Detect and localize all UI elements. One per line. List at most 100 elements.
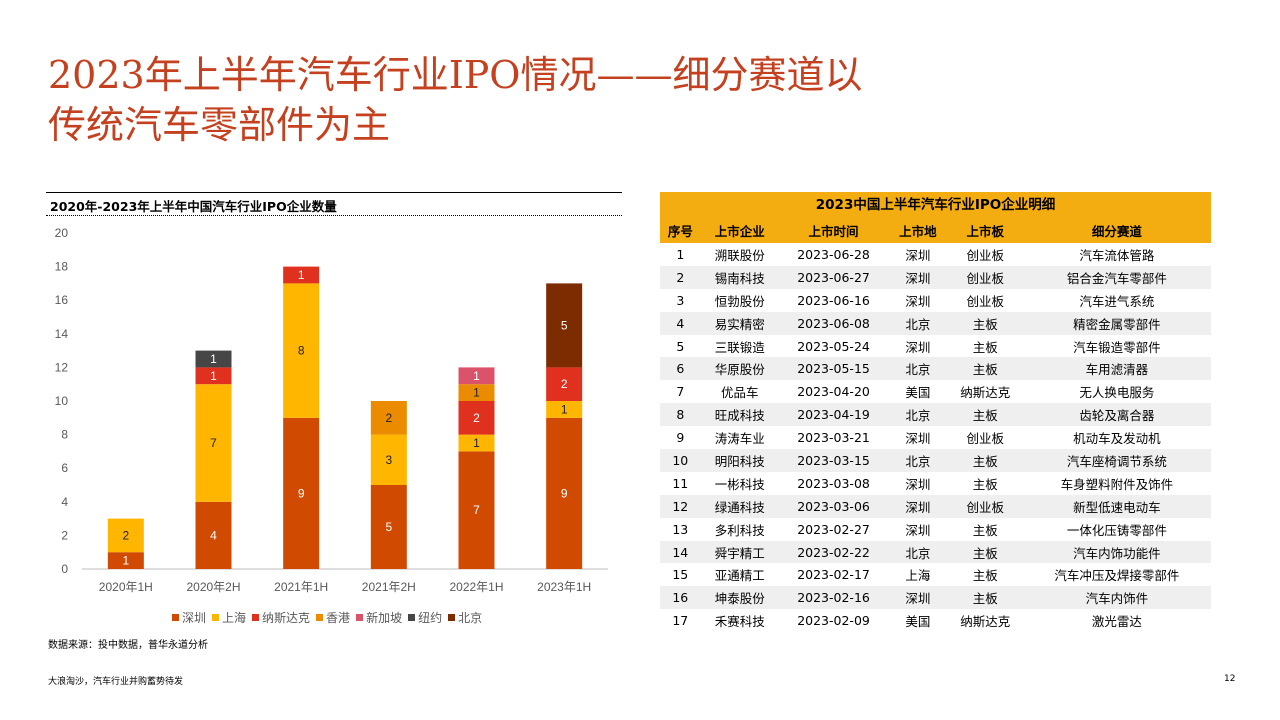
y-tick-label: 12 — [55, 360, 69, 374]
legend-item: 纽约 — [408, 609, 442, 626]
page-title: 2023年上半年汽车行业IPO情况——细分赛道以 传统汽车零部件为主 — [48, 50, 862, 150]
table-row: 5 三联锻造 2023-05-24 深圳 主板 汽车锻造零部件 — [660, 335, 1211, 358]
table-cell: 汽车锻造零部件 — [1073, 339, 1161, 355]
y-tick-label: 20 — [55, 226, 69, 240]
y-tick-label: 4 — [61, 495, 68, 509]
table-cell: 主板 — [947, 311, 1023, 335]
table-cell: 16 — [660, 586, 701, 610]
table-cell: 创业板 — [966, 293, 1004, 309]
table-cell: 汽车进气系统 — [1079, 293, 1155, 309]
table-cell: 多利科技 — [714, 522, 765, 538]
table-cell: 深圳 — [888, 586, 948, 610]
table-cell: 2023-02-09 — [797, 613, 870, 629]
bar-segment — [195, 501, 232, 569]
legend-swatch — [356, 614, 364, 621]
bar-segment — [546, 367, 583, 401]
table-cell: 2023-06-08 — [778, 311, 889, 335]
table-cell: 华原股份 — [700, 357, 779, 381]
legend-swatch — [212, 614, 220, 621]
table-cell: 舜宇精工 — [700, 540, 779, 564]
table-cell: 北京 — [888, 357, 948, 381]
table-cell: 三联锻造 — [714, 339, 765, 355]
page-number: 12 — [1224, 674, 1236, 684]
y-tick-label: 6 — [61, 461, 68, 475]
bar-segment — [195, 350, 232, 368]
table-cell: 汽车流体管路 — [1079, 247, 1155, 263]
table-cell: 一彬科技 — [714, 476, 765, 492]
y-tick-label: 14 — [55, 327, 69, 341]
table-cell: 深圳 — [905, 476, 931, 492]
x-tick-label: 2023年1H — [537, 580, 591, 594]
bar-segment — [458, 451, 495, 569]
table-cell: 主板 — [947, 449, 1023, 472]
table-cell: 美国 — [905, 614, 931, 630]
table-cell: 5 — [676, 338, 685, 354]
y-tick-label: 10 — [55, 394, 69, 408]
table-cell: 旺成科技 — [700, 403, 779, 427]
bar-data-label: 1 — [122, 554, 129, 568]
bar-data-label: 1 — [473, 386, 480, 400]
table-cell: 12 — [660, 494, 701, 518]
table-cell: 2023-03-21 — [797, 430, 870, 446]
table-cell: 2023-02-17 — [797, 567, 870, 583]
table-cell: 4 — [660, 311, 701, 335]
table-cell: 恒勃股份 — [714, 293, 765, 309]
page-title-line2: 传统汽车零部件为主 — [48, 103, 391, 147]
table-cell: 3 — [676, 292, 685, 308]
table-row: 17 禾赛科技 2023-02-09 美国 纳斯达克 激光雷达 — [660, 609, 1211, 632]
bar-data-label: 8 — [298, 344, 305, 358]
table-cell: 汽车内饰件 — [1022, 586, 1211, 610]
table-cell: 2023-03-06 — [778, 494, 889, 518]
table-header-cell: 上市时间 — [778, 218, 889, 243]
table-cell: 15 — [672, 567, 689, 583]
table-cell: 北京 — [888, 449, 948, 472]
bar-data-label: 2 — [385, 411, 392, 425]
table-cell: 激光雷达 — [1091, 614, 1142, 630]
bar-segment — [195, 367, 232, 385]
table-cell: 2023-03-15 — [778, 449, 889, 472]
bar-segment — [283, 266, 320, 284]
table-cell: 2023-05-24 — [797, 338, 870, 354]
bar-segment — [107, 552, 144, 569]
table-cell: 2023-02-22 — [778, 540, 889, 564]
ipo-stacked-bar-chart: 02468101214161820122020年1H47112020年2H981… — [55, 226, 608, 594]
table-cell: 创业板 — [947, 265, 1023, 289]
table-cell: 坤泰股份 — [700, 586, 779, 610]
table-cell: 车身塑料附件及饰件 — [1060, 476, 1174, 492]
table-cell: 纳斯达克 — [960, 385, 1011, 401]
bar-data-label: 4 — [210, 528, 217, 542]
table-cell: 北京 — [888, 540, 948, 564]
table-cell: 汽车座椅调节系统 — [1022, 449, 1211, 472]
x-tick-label: 2021年2H — [362, 580, 416, 594]
legend-label: 深圳 — [182, 611, 207, 625]
table-cell: 深圳 — [905, 339, 931, 355]
table-row: 8 旺成科技 2023-04-19 北京 主板 齿轮及离合器 — [660, 403, 1211, 427]
bar-segment — [195, 384, 232, 502]
bar-data-label: 7 — [473, 503, 480, 517]
table-cell: 主板 — [972, 568, 998, 584]
bar-segment — [546, 283, 583, 368]
table-cell: 新型低速电动车 — [1022, 494, 1211, 518]
table-cell: 上海 — [905, 568, 931, 584]
bar-data-label: 2 — [122, 528, 129, 542]
bar-data-label: 1 — [210, 352, 217, 366]
table-cell: 主板 — [972, 522, 998, 538]
table-cell: 2023-03-08 — [797, 475, 870, 491]
bar-segment — [458, 434, 495, 452]
table-cell: 2023-04-20 — [797, 384, 870, 400]
table-cell: 2023-06-16 — [797, 292, 870, 308]
ipo-detail-table: 2023中国上半年汽车行业IPO企业明细 序号 上市企业 上市时间 上市地 上市板 细分赛… — [660, 192, 1211, 632]
table-cell: 1 — [676, 246, 685, 262]
table-row: 14 舜宇精工 2023-02-22 北京 主板 汽车内饰功能件 — [660, 540, 1211, 564]
legend-item: 新加坡 — [356, 609, 402, 626]
table-cell: 主板 — [972, 339, 998, 355]
table-row: 3 恒勃股份 2023-06-16 深圳 创业板 汽车进气系统 — [660, 289, 1211, 312]
table-cell: 6 — [660, 357, 701, 381]
x-tick-label: 2020年1H — [99, 580, 153, 594]
legend-label: 纳斯达克 — [262, 611, 311, 625]
table-cell: 创业板 — [947, 494, 1023, 518]
table-cell: 溯联股份 — [714, 247, 765, 263]
bar-data-label: 1 — [561, 402, 568, 416]
table-row: 10 明阳科技 2023-03-15 北京 主板 汽车座椅调节系统 — [660, 449, 1211, 472]
table-cell: 优品车 — [721, 385, 759, 401]
